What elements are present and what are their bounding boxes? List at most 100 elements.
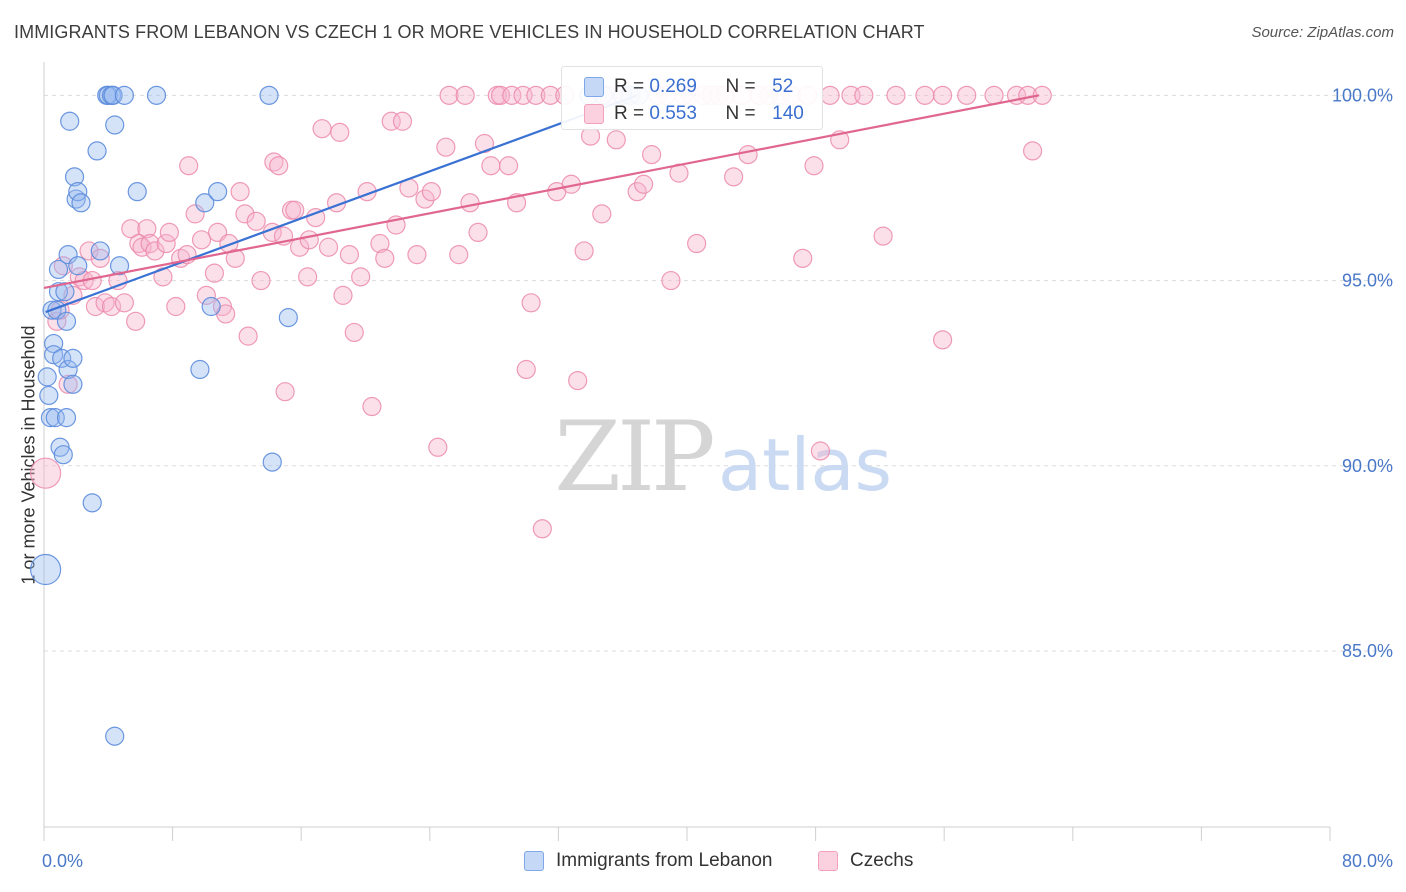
lebanon-point — [262, 452, 282, 472]
czech-point — [269, 156, 289, 176]
lebanon-point — [63, 374, 83, 394]
axes — [43, 62, 1331, 841]
czech-point — [275, 382, 295, 402]
lebanon-point — [37, 367, 57, 387]
czech-point — [810, 441, 831, 461]
czech-point — [540, 85, 560, 105]
x-tick-label-max: 80.0% — [1341, 851, 1393, 871]
czech-point — [129, 233, 149, 254]
czech-point — [330, 122, 350, 142]
czech-point — [285, 200, 305, 220]
lebanon-point — [109, 256, 130, 276]
y-tick-label: 95.0% — [1342, 271, 1393, 291]
source-credit: Source: ZipAtlas.com — [1251, 24, 1394, 41]
lebanon-point — [82, 493, 102, 513]
lebanon-point — [52, 348, 72, 368]
czech-point — [449, 245, 469, 265]
lebanon-point — [56, 408, 77, 428]
czech-point — [474, 133, 495, 154]
czech-point — [101, 296, 122, 317]
czech-point — [854, 85, 874, 105]
y-tick-labels: 85.0% 90.0% 95.0% 100.0% — [1332, 85, 1393, 661]
czech-point — [606, 130, 626, 150]
czech-point — [159, 222, 179, 243]
y-tick-label: 100.0% — [1332, 85, 1393, 105]
czech-point — [351, 267, 371, 287]
lebanon-point — [201, 296, 221, 317]
czech-point — [532, 519, 552, 539]
watermark-atlas: atlas — [718, 423, 892, 507]
lebanon-point — [60, 111, 80, 131]
legend-item-lebanon[interactable]: Immigrants from Lebanon — [524, 850, 773, 872]
czech-point — [915, 85, 935, 105]
czech-point — [375, 248, 395, 268]
czech-point — [47, 311, 67, 331]
czech-point — [392, 111, 413, 131]
czech-point — [574, 241, 594, 261]
lebanon-point — [195, 193, 215, 213]
y-tick-label: 85.0% — [1342, 641, 1393, 661]
chart-title: IMMIGRANTS FROM LEBANON VS CZECH 1 OR MO… — [14, 22, 925, 42]
legend-r-value: 0.269 — [649, 76, 697, 97]
legend-r-label: R = — [614, 103, 645, 124]
y-tick-label: 90.0% — [1342, 456, 1393, 476]
legend-item-czech[interactable]: Czechs — [818, 850, 913, 872]
czech-point — [633, 174, 654, 194]
czech-point — [873, 226, 893, 246]
czech-point — [251, 270, 271, 291]
czech-point — [428, 437, 448, 457]
czech-point — [126, 311, 146, 331]
lebanon-point — [103, 85, 123, 105]
czech-point — [204, 263, 224, 283]
czech-point — [298, 267, 318, 287]
czech-point — [932, 85, 953, 105]
czech-point — [460, 193, 480, 213]
czech-point — [225, 248, 245, 268]
lebanon-point — [127, 182, 147, 202]
lebanon-point — [90, 241, 110, 261]
czech-point — [333, 285, 353, 305]
czech-point — [1023, 141, 1043, 161]
lebanon-legend-swatch — [524, 851, 544, 871]
legend-n-value: 52 — [772, 76, 794, 97]
lebanon-point — [58, 245, 78, 265]
lebanon-point — [58, 359, 78, 380]
czech-point — [957, 85, 977, 105]
czech-point — [179, 156, 199, 176]
lebanon-point — [190, 359, 210, 380]
czech-point — [642, 145, 662, 165]
czech-point — [421, 182, 442, 202]
czech-point — [820, 85, 840, 105]
czech-point — [932, 330, 953, 350]
czech-point — [299, 230, 319, 250]
czech-point — [85, 296, 106, 317]
czech-point — [490, 85, 511, 105]
czech-point — [30, 457, 62, 489]
lebanon-point — [55, 282, 75, 302]
legend-r-label: R = — [614, 76, 645, 97]
lebanon-point — [68, 256, 88, 276]
lebanon-point — [68, 182, 88, 202]
lebanon-point — [39, 385, 59, 406]
czech-point — [246, 211, 266, 231]
watermark-zip: ZIP — [554, 401, 713, 513]
czech-point — [306, 207, 326, 228]
lebanon-point — [56, 311, 77, 331]
lebanon-swatch — [584, 77, 604, 97]
lebanon-point — [48, 259, 69, 280]
czech-point — [156, 233, 176, 254]
czech-point — [318, 237, 339, 257]
lebanon-point — [45, 408, 65, 428]
series-legend: Immigrants from Lebanon Czechs — [0, 850, 1406, 880]
czech-point — [455, 85, 475, 105]
stats-legend: R = 0.269 N = 52 R = 0.553 N = 140 — [561, 66, 823, 130]
czech-point — [687, 233, 707, 254]
czech-point — [196, 285, 216, 305]
czech-point — [121, 219, 141, 239]
czech-point — [145, 241, 165, 261]
czech-point — [804, 156, 824, 176]
czech-point — [521, 293, 541, 313]
lebanon-point — [48, 282, 69, 302]
czech-points — [30, 85, 1052, 539]
